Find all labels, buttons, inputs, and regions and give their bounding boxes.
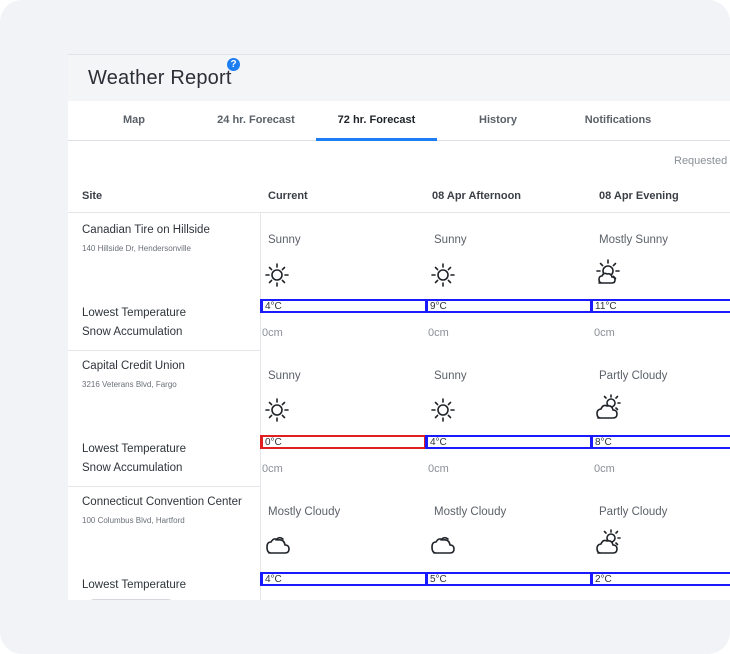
snow-accumulation-value: 0cm — [262, 327, 283, 339]
forecast-condition: Mostly Cloudy — [268, 506, 341, 518]
temperature-text: 4°C — [265, 301, 282, 312]
temperature-text: 8°C — [595, 437, 612, 448]
tab-24hr-forecast[interactable]: 24 hr. Forecast — [217, 114, 295, 126]
header-divider — [68, 212, 730, 213]
temperature-text: 11°C — [595, 301, 617, 312]
lowest-temperature-value: 4°C — [425, 435, 591, 449]
page-title: Weather Report — [88, 67, 232, 89]
forecast-condition: Mostly Cloudy — [434, 506, 507, 518]
row-divider — [68, 486, 260, 487]
tab-map[interactable]: Map — [123, 114, 145, 126]
site-column-divider — [260, 213, 261, 600]
forecast-condition: Sunny — [434, 234, 467, 246]
tab-bar: Map 24 hr. Forecast 72 hr. Forecast Hist… — [68, 101, 730, 141]
site-address: 100 Columbus Blvd, Hartford — [82, 516, 185, 525]
lowest-temperature-label: Lowest Temperature — [82, 579, 186, 591]
forecast-condition: Partly Cloudy — [599, 370, 668, 382]
forecast-condition: Mostly Sunny — [599, 234, 669, 246]
temperature-text: 2°C — [595, 574, 612, 585]
lowest-temperature-value: 2°C — [590, 572, 730, 586]
partly-cloudy-icon — [596, 529, 621, 554]
cloud-icon — [266, 536, 290, 554]
partly-cloudy-icon — [596, 394, 621, 419]
column-header-site: Site — [82, 190, 103, 202]
sun-icon — [265, 263, 289, 287]
app-header: Weather Report ? — [68, 55, 730, 101]
column-header-current: Current — [268, 190, 308, 202]
lowest-temperature-value-alert: 0°C — [260, 435, 426, 449]
tab-72hr-forecast[interactable]: 72 hr. Forecast — [337, 114, 416, 126]
forecast-condition: Sunny — [268, 234, 301, 246]
tab-notifications[interactable]: Notifications — [584, 114, 652, 126]
lowest-temperature-value: 4°C — [260, 299, 426, 313]
temperature-text: 4°C — [265, 574, 282, 585]
site-address: 140 Hillside Dr, Hendersonville — [82, 244, 191, 253]
snow-accumulation-value: 0cm — [594, 327, 615, 339]
weather-report-card: Weather Report ? Map 24 hr. Forecast 72 … — [68, 54, 730, 600]
lowest-temperature-value: 4°C — [260, 572, 426, 586]
site-name[interactable]: Capital Credit Union — [82, 360, 185, 372]
site-name[interactable]: Canadian Tire on Hillside — [82, 224, 210, 236]
column-header-evening: 08 Apr Evening — [599, 190, 679, 202]
forecast-condition: Sunny — [434, 370, 467, 382]
temperature-text: 0°C — [265, 437, 282, 448]
active-tab-indicator — [316, 138, 437, 141]
column-header-afternoon: 08 Apr Afternoon — [432, 190, 522, 202]
forecast-condition: Sunny — [268, 370, 301, 382]
requested-label: Requested — [674, 155, 728, 167]
snow-accumulation-label: Snow Accumulation — [82, 462, 183, 474]
lowest-temperature-value: 5°C — [425, 572, 591, 586]
snow-accumulation-value: 0cm — [428, 463, 449, 475]
temperature-text: 4°C — [430, 437, 447, 448]
temperature-text: 9°C — [430, 301, 447, 312]
lowest-temperature-label: Lowest Temperature — [82, 443, 186, 455]
lowest-temperature-value: 11°C — [590, 299, 730, 313]
snow-accumulation-value: 0cm — [262, 463, 283, 475]
lowest-temperature-value: 9°C — [425, 299, 591, 313]
sun-icon — [265, 398, 289, 422]
sun-icon — [431, 398, 455, 422]
snow-accumulation-label: Snow Accumulation — [82, 326, 183, 338]
row-divider — [68, 350, 260, 351]
tab-history[interactable]: History — [479, 114, 517, 126]
site-name[interactable]: Connecticut Convention Center — [82, 496, 242, 508]
forecast-condition: Partly Cloudy — [599, 506, 668, 518]
cloud-icon — [431, 536, 455, 554]
sun-icon — [431, 263, 455, 287]
mostly-sunny-icon — [596, 259, 620, 284]
snow-accumulation-value: 0cm — [428, 327, 449, 339]
snow-accumulation-value: 0cm — [594, 463, 615, 475]
site-address: 3216 Veterans Blvd, Fargo — [82, 380, 177, 389]
lowest-temperature-value: 8°C — [590, 435, 730, 449]
lowest-temperature-label: Lowest Temperature — [82, 307, 186, 319]
temperature-text: 5°C — [430, 574, 447, 585]
scroll-button-partial[interactable] — [88, 599, 174, 600]
help-icon[interactable]: ? — [227, 58, 240, 71]
